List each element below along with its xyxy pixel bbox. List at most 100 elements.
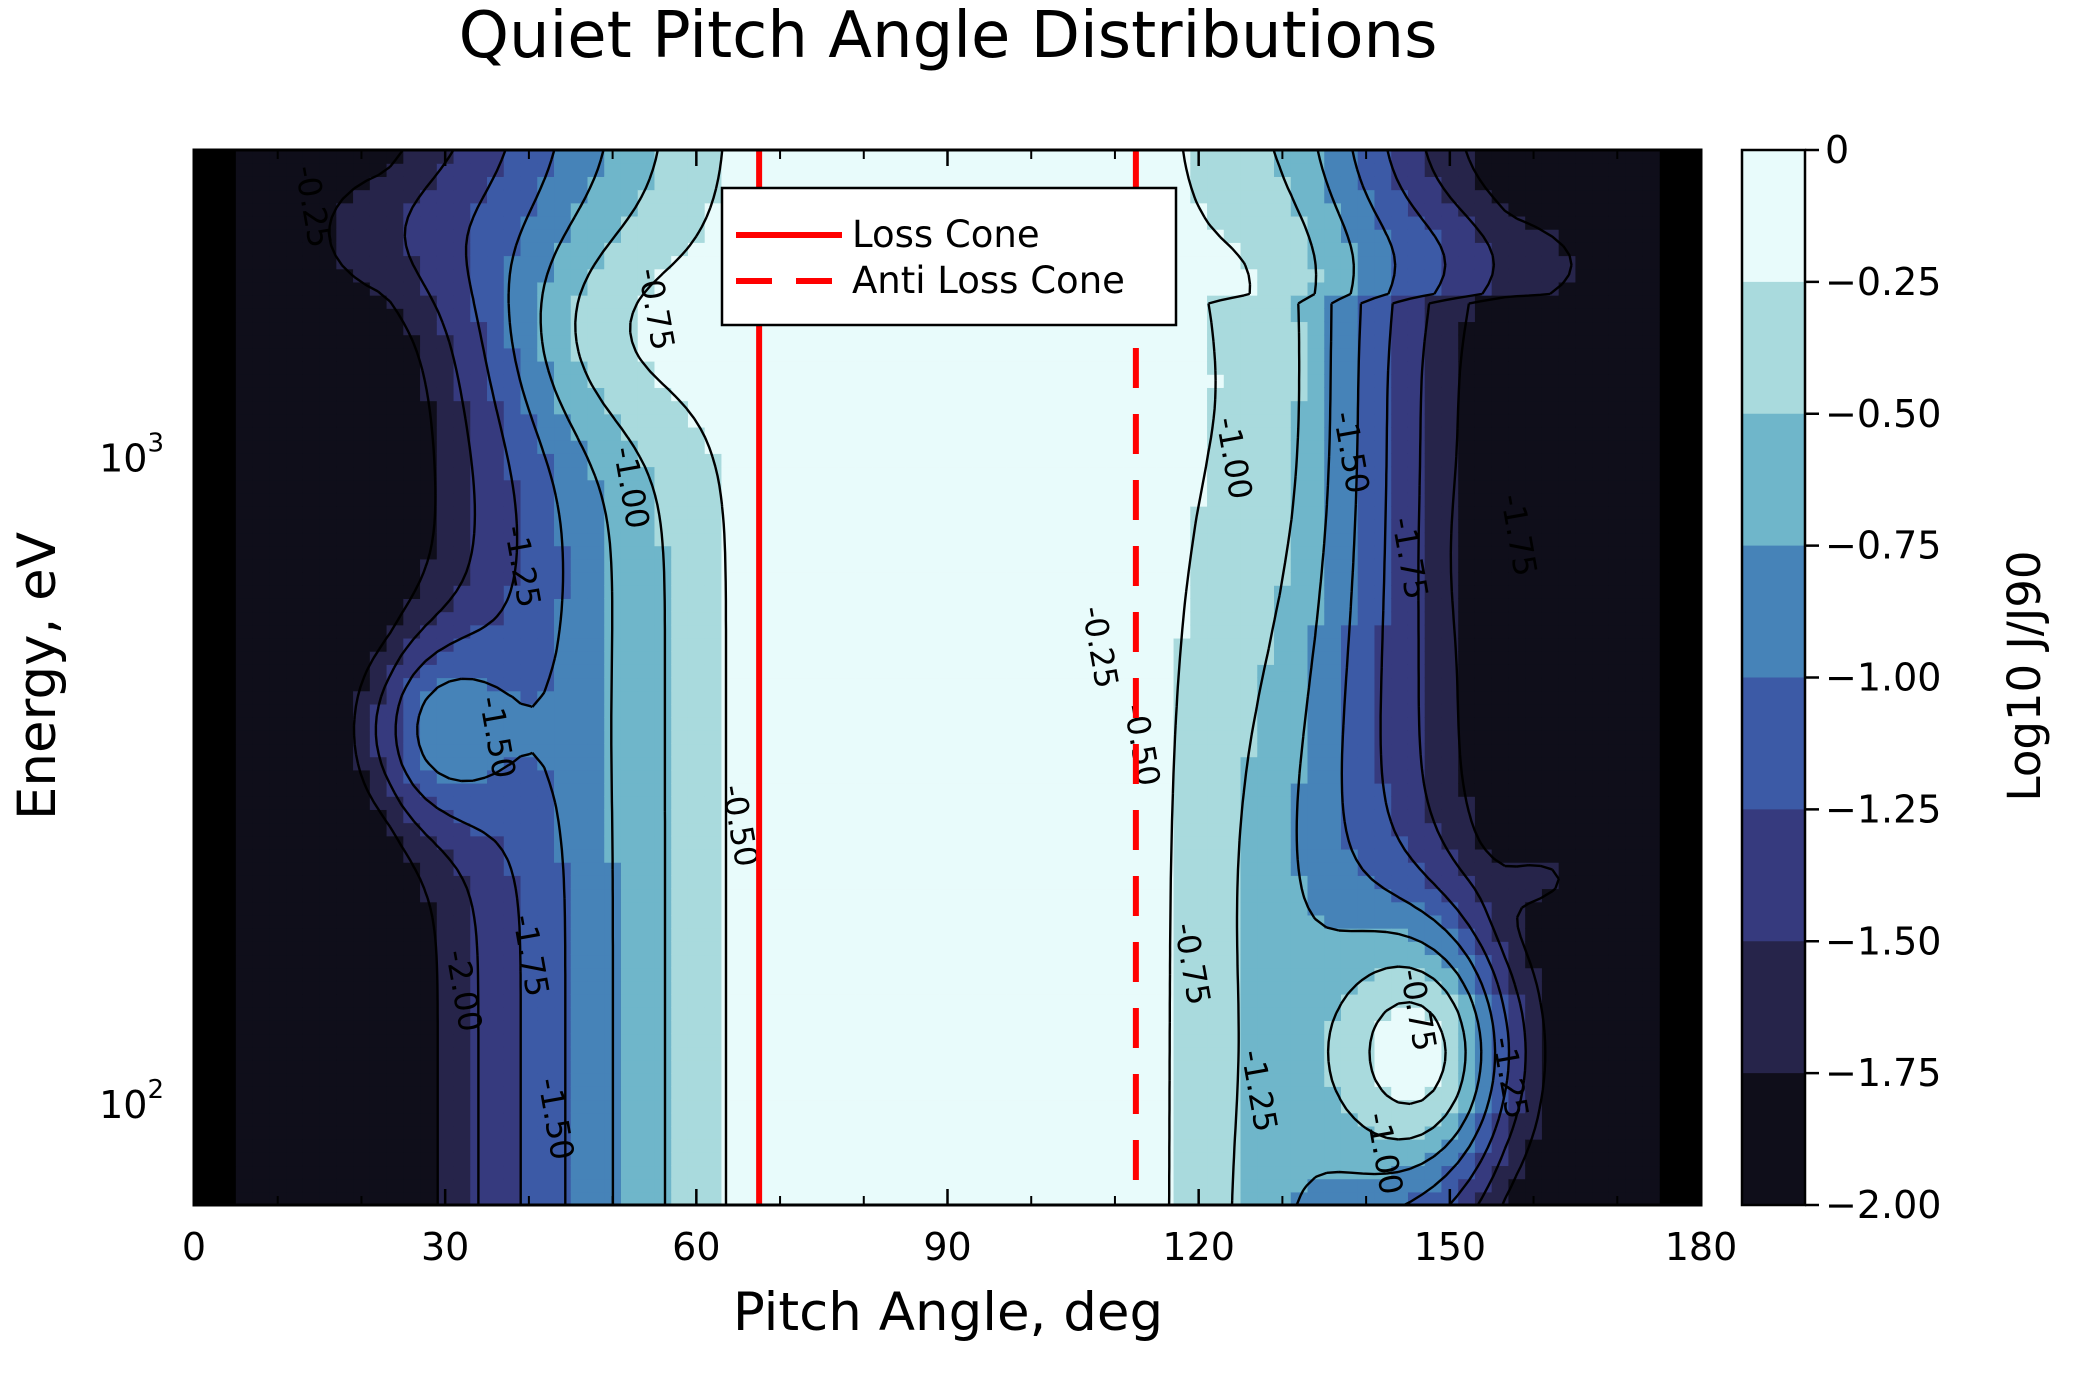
- contour-cell: [386, 374, 404, 388]
- contour-cell: [855, 928, 873, 942]
- contour-cell: [1089, 1007, 1108, 1021]
- contour-cell: [1140, 1165, 1158, 1180]
- contour-cell: [738, 1046, 756, 1061]
- contour-cell: [487, 321, 505, 336]
- contour-cell: [604, 492, 622, 507]
- contour-cell: [1223, 835, 1242, 850]
- contour-cell: [704, 1059, 723, 1074]
- contour-cell: [470, 426, 488, 441]
- contour-cell: [1173, 954, 1191, 969]
- contour-cell: [403, 1152, 421, 1167]
- contour-cell: [369, 1139, 388, 1153]
- contour-cell: [855, 1086, 873, 1101]
- contour-cell: [922, 598, 940, 613]
- contour-cell: [805, 611, 823, 626]
- contour-cell: [905, 651, 923, 665]
- contour-cell: [1190, 954, 1208, 969]
- contour-cell: [503, 281, 522, 296]
- contour-cell: [336, 506, 354, 520]
- contour-cell: [1173, 717, 1191, 731]
- contour-cell: [872, 783, 890, 797]
- contour-cell: [1123, 519, 1141, 534]
- contour-cell: [269, 1152, 287, 1167]
- contour-cell: [336, 1007, 354, 1021]
- contour-cell: [687, 242, 706, 257]
- contour-cell: [1006, 1007, 1024, 1021]
- contour-cell: [1106, 506, 1124, 520]
- contour-cell: [838, 545, 856, 560]
- contour-cell: [788, 690, 806, 705]
- contour-cell: [989, 163, 1007, 177]
- contour-cell: [972, 466, 990, 481]
- contour-cell: [587, 321, 605, 336]
- contour-cell: [1106, 796, 1124, 810]
- contour-cell: [470, 176, 488, 191]
- contour-cell: [302, 1139, 321, 1153]
- contour-cell: [905, 967, 923, 982]
- contour-cell: [955, 1191, 974, 1205]
- contour-cell: [855, 479, 873, 494]
- contour-cell: [436, 413, 455, 428]
- contour-cell: [855, 413, 873, 428]
- contour-cell: [1022, 532, 1041, 547]
- contour-cell: [955, 1099, 974, 1114]
- contour-cell: [554, 1059, 572, 1074]
- contour-cell: [1156, 532, 1175, 547]
- contour-cell: [554, 1112, 572, 1127]
- contour-cell: [939, 717, 957, 731]
- contour-cell: [972, 875, 990, 890]
- contour-cell: [1274, 1033, 1292, 1048]
- contour-cell: [1056, 1099, 1074, 1114]
- contour-cell: [269, 769, 287, 784]
- contour-cell: [487, 295, 505, 309]
- contour-cell: [520, 980, 538, 995]
- contour-cell: [1006, 651, 1024, 665]
- contour-cell: [637, 1125, 656, 1140]
- contour-cell: [453, 954, 471, 969]
- contour-cell: [587, 1112, 605, 1127]
- contour-cell: [570, 1099, 589, 1114]
- contour-cell: [570, 1125, 589, 1140]
- contour-cell: [1006, 558, 1024, 573]
- contour-cell: [302, 400, 321, 415]
- contour-cell: [587, 242, 605, 257]
- contour-cell: [838, 677, 856, 692]
- contour-cell: [1240, 941, 1258, 956]
- contour-cell: [554, 347, 572, 362]
- contour-cell: [604, 347, 622, 362]
- contour-cell: [1223, 848, 1242, 863]
- contour-cell: [353, 1020, 371, 1035]
- contour-cell: [1039, 1191, 1057, 1205]
- contour-cell: [1039, 928, 1057, 942]
- contour-cell: [805, 1125, 823, 1140]
- contour-cell: [453, 783, 471, 797]
- contour-cell: [453, 980, 471, 995]
- contour-cell: [302, 862, 321, 876]
- contour-cell: [302, 756, 321, 771]
- contour-cell: [520, 268, 538, 283]
- contour-cell: [855, 374, 873, 388]
- contour-cell: [369, 1191, 388, 1205]
- contour-cell: [336, 1152, 354, 1167]
- contour-cell: [319, 809, 337, 824]
- contour-cell: [821, 901, 840, 916]
- contour-cell: [905, 1007, 923, 1021]
- contour-cell: [1223, 400, 1242, 415]
- contour-cell: [972, 1178, 990, 1193]
- contour-cell: [1240, 954, 1258, 969]
- contour-cell: [620, 268, 639, 283]
- contour-cell: [453, 901, 471, 916]
- contour-cell: [905, 466, 923, 481]
- contour-cell: [554, 466, 572, 481]
- contour-cell: [1140, 1059, 1158, 1074]
- contour-cell: [353, 954, 371, 969]
- contour-cell: [1223, 215, 1242, 230]
- contour-cell: [872, 361, 890, 375]
- contour-cell: [570, 1112, 589, 1127]
- contour-cell: [353, 848, 371, 863]
- contour-cell: [436, 690, 455, 705]
- contour-cell: [1106, 809, 1124, 824]
- contour-cell: [235, 1033, 254, 1048]
- contour-cell: [1006, 624, 1024, 639]
- contour-cell: [1140, 743, 1158, 758]
